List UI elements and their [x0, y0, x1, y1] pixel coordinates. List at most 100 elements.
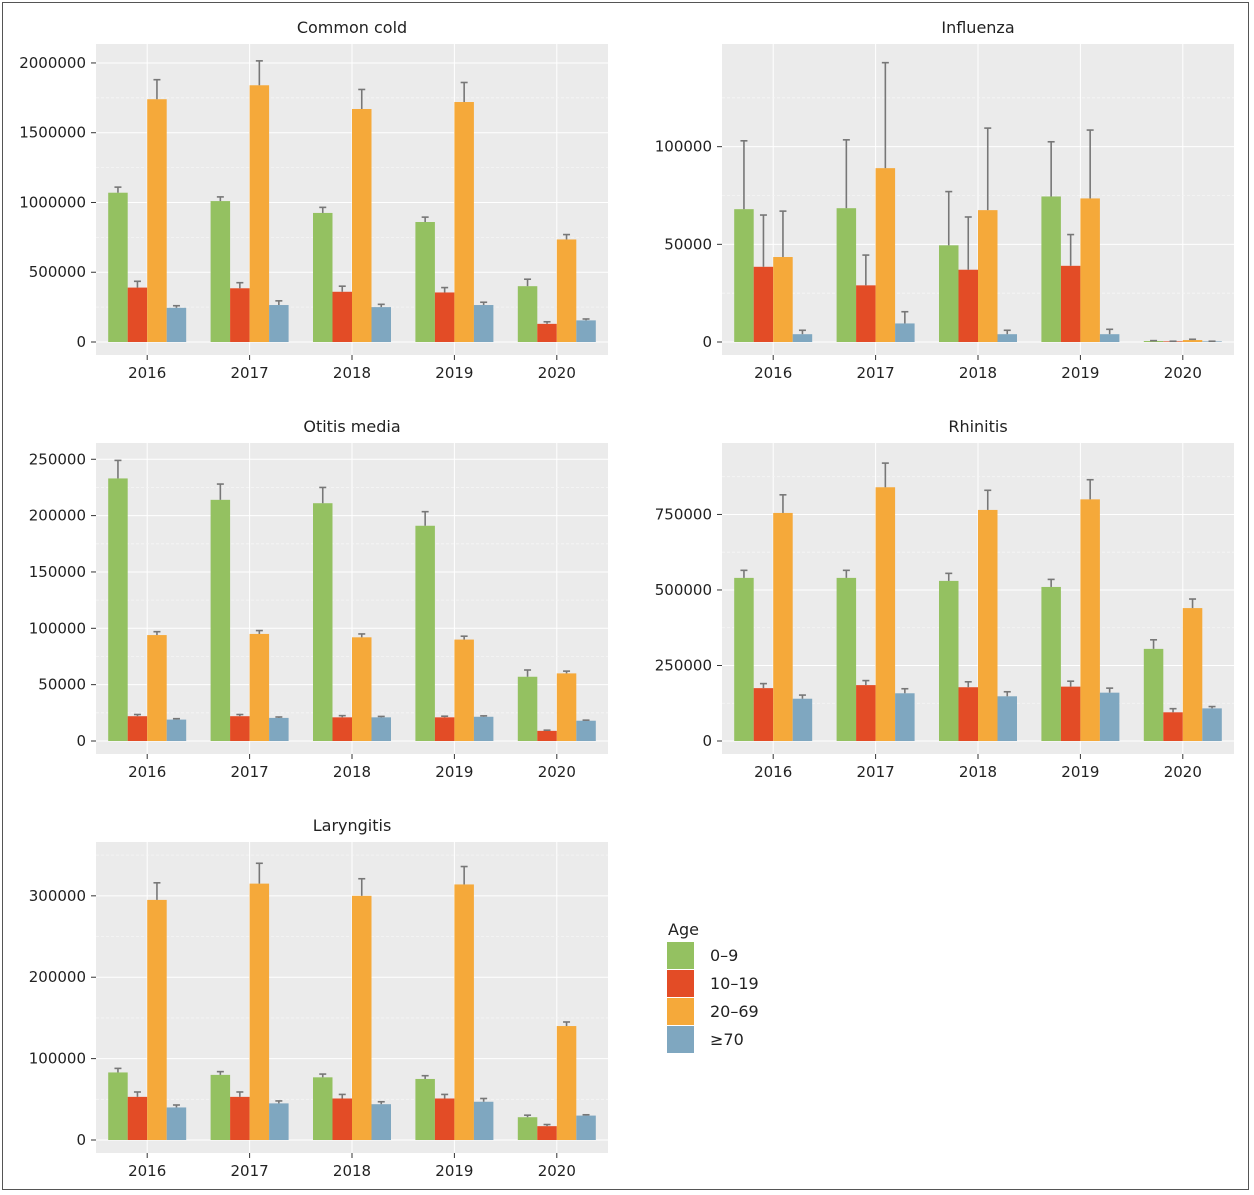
bar-laryngitis-2017-series-3	[269, 1103, 289, 1140]
bar-influenza-2016-series-1	[753, 266, 774, 342]
bar-otitis-media-2016-series-2	[147, 635, 167, 741]
y-tick-label: 200000	[29, 968, 86, 986]
bar-otitis-media-2018-series-0	[313, 503, 333, 741]
y-tick-label: 500000	[29, 263, 86, 281]
bar-common-cold-2017-series-3	[269, 305, 289, 342]
bar-common-cold-2016-series-2	[147, 99, 167, 342]
bar-otitis-media-2016-series-0	[108, 478, 128, 741]
x-tick-label: 2018	[333, 763, 371, 781]
bar-laryngitis-2019-series-2	[454, 884, 474, 1140]
bar-otitis-media-2019-series-3	[473, 716, 494, 741]
bar-otitis-media-2016-series-1	[127, 716, 148, 741]
y-tick-label: 0	[702, 333, 712, 351]
chart-panel-laryngitis: 0 100000 200000 300000 2016 2017 2018 2019 2020 L…	[29, 816, 608, 1180]
bar-otitis-media-2017-series-2	[249, 633, 270, 741]
bar-rhinitis-2020-series-1	[1163, 712, 1183, 741]
bar-rhinitis-2018-series-0	[939, 580, 959, 741]
bar-rhinitis-2020-series-3	[1202, 708, 1222, 741]
bar-rhinitis-2016-series-0	[734, 577, 754, 741]
bar-common-cold-2020-series-3	[576, 320, 596, 342]
bar-common-cold-2020-series-2	[556, 239, 577, 342]
legend: Age 0–9 10–19 20–69 ≥70	[667, 920, 759, 1053]
bar-common-cold-2018-series-2	[352, 108, 372, 342]
bar-otitis-media-2018-series-2	[352, 637, 372, 741]
legend-label-2: 20–69	[710, 1002, 759, 1021]
chart-panel-influenza: 0 50000 100000 2016 2017 2018 2019 2020 Influenz…	[655, 18, 1234, 382]
bar-laryngitis-2020-series-3	[576, 1115, 596, 1140]
bar-common-cold-2017-series-1	[230, 288, 250, 342]
legend-label-0: 0–9	[710, 946, 738, 965]
x-tick-label: 2019	[435, 763, 473, 781]
x-tick-label: 2016	[128, 763, 166, 781]
bar-otitis-media-2019-series-2	[454, 639, 474, 741]
x-tick-label: 2019	[1061, 763, 1099, 781]
x-tick-label: 2020	[1164, 364, 1202, 382]
y-tick-label: 250000	[29, 450, 86, 468]
x-tick-label: 2017	[231, 364, 269, 382]
bar-otitis-media-2018-series-1	[332, 717, 352, 741]
bar-laryngitis-2017-series-0	[210, 1074, 231, 1140]
bar-influenza-2016-series-2	[773, 257, 793, 342]
legend-swatch-0	[667, 942, 694, 969]
y-tick-label: 1500000	[19, 124, 86, 142]
bar-common-cold-2020-series-0	[517, 286, 538, 342]
legend-label-1: 10–19	[710, 974, 759, 993]
chart-title: Otitis media	[303, 417, 400, 436]
bar-influenza-2019-series-1	[1060, 265, 1081, 342]
bar-laryngitis-2019-series-0	[415, 1078, 435, 1140]
y-tick-label: 0	[76, 732, 86, 750]
bar-otitis-media-2019-series-1	[434, 717, 455, 741]
y-tick-label: 1000000	[19, 193, 86, 211]
x-tick-label: 2016	[754, 364, 792, 382]
bar-common-cold-2018-series-3	[371, 307, 391, 342]
legend-swatch-1	[667, 970, 694, 997]
x-tick-label: 2017	[857, 364, 895, 382]
bar-laryngitis-2017-series-1	[230, 1096, 250, 1140]
x-tick-label: 2018	[959, 364, 997, 382]
bar-common-cold-2020-series-1	[537, 323, 557, 342]
bar-laryngitis-2019-series-3	[473, 1101, 494, 1140]
bar-rhinitis-2016-series-1	[753, 688, 774, 741]
chart-panel-otitis-media: 0 50000 100000 150000 200000 250000 2016 2017 20…	[29, 417, 608, 781]
bar-otitis-media-2020-series-0	[517, 676, 538, 741]
bar-influenza-2016-series-0	[734, 209, 754, 342]
y-tick-label: 0	[702, 732, 712, 750]
bar-rhinitis-2019-series-2	[1080, 499, 1100, 741]
x-tick-label: 2017	[857, 763, 895, 781]
bar-laryngitis-2018-series-1	[332, 1098, 352, 1140]
bar-influenza-2020-series-2	[1182, 340, 1203, 342]
x-tick-label: 2020	[1164, 763, 1202, 781]
bar-common-cold-2018-series-0	[313, 212, 333, 342]
bar-common-cold-2019-series-0	[415, 222, 435, 342]
bar-influenza-2018-series-2	[978, 210, 998, 342]
x-tick-label: 2017	[231, 1162, 269, 1180]
bar-laryngitis-2016-series-3	[166, 1107, 187, 1140]
bar-influenza-2017-series-1	[856, 285, 876, 342]
bar-influenza-2017-series-3	[895, 323, 915, 342]
bar-rhinitis-2018-series-3	[997, 696, 1017, 741]
bar-common-cold-2017-series-2	[249, 85, 270, 343]
bar-laryngitis-2020-series-1	[537, 1126, 557, 1140]
bar-common-cold-2016-series-1	[127, 287, 148, 342]
bar-laryngitis-2016-series-2	[147, 899, 167, 1140]
bar-rhinitis-2017-series-0	[836, 577, 857, 741]
bar-influenza-2017-series-0	[836, 208, 857, 342]
chart-title: Rhinitis	[948, 417, 1007, 436]
bar-influenza-2018-series-3	[997, 334, 1017, 342]
bar-laryngitis-2018-series-3	[371, 1104, 391, 1140]
bar-otitis-media-2018-series-3	[371, 717, 391, 741]
bar-influenza-2016-series-3	[792, 334, 813, 342]
bar-rhinitis-2019-series-0	[1041, 586, 1061, 741]
bar-rhinitis-2019-series-3	[1099, 692, 1120, 741]
y-tick-label: 200000	[29, 507, 86, 525]
legend-title: Age	[668, 920, 699, 939]
bar-common-cold-2016-series-3	[166, 307, 187, 342]
bar-otitis-media-2017-series-0	[210, 499, 231, 741]
bar-influenza-2020-series-0	[1143, 341, 1164, 342]
x-tick-label: 2020	[538, 1162, 576, 1180]
chart-panel-common-cold: 0 500000 1000000 1500000 2000000 2016 2017 2018…	[19, 18, 608, 382]
x-tick-label: 2020	[538, 364, 576, 382]
bar-influenza-2019-series-0	[1041, 196, 1061, 342]
y-tick-label: 100000	[29, 1050, 86, 1068]
